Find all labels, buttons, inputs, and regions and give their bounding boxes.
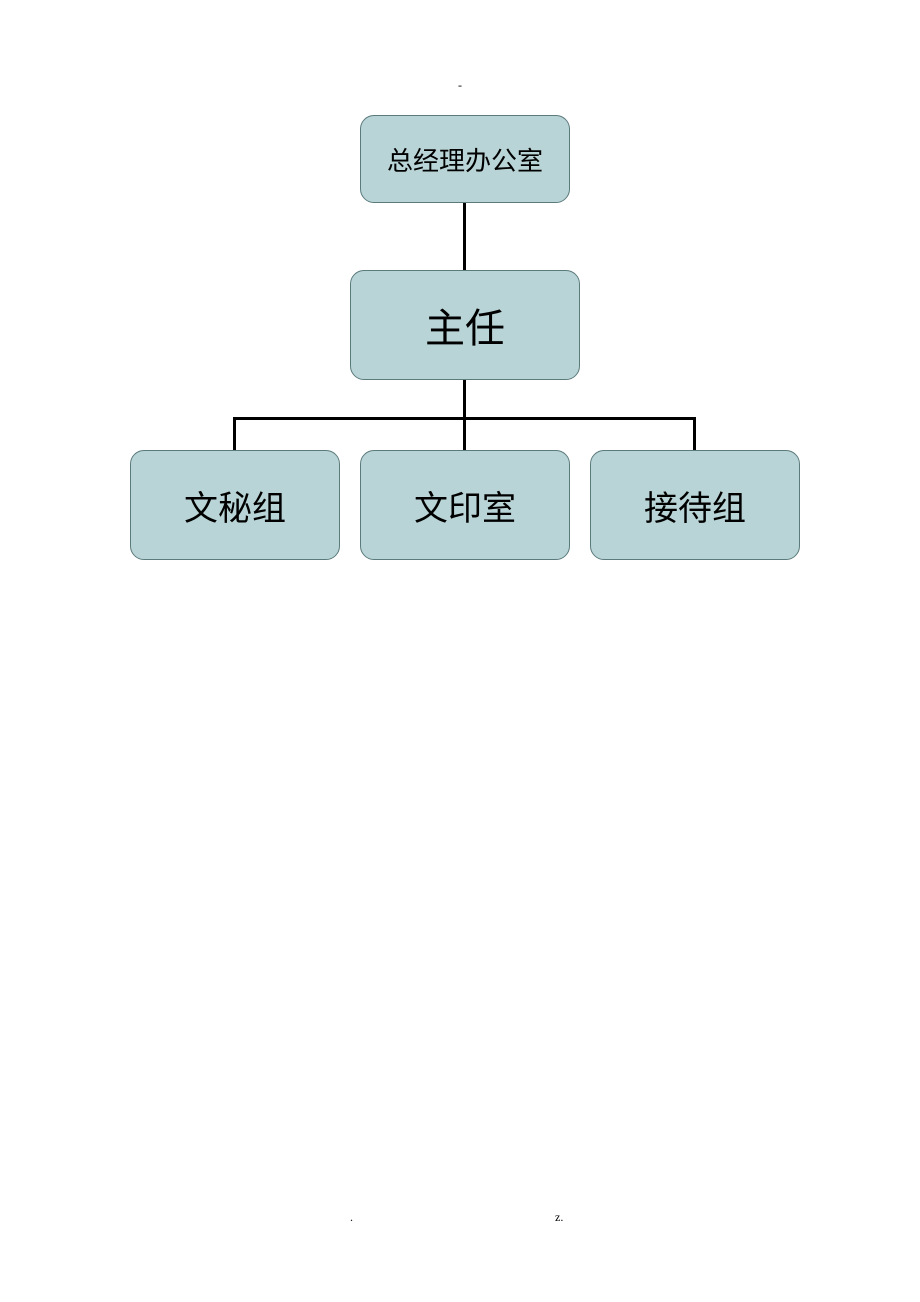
header-dash: -: [458, 78, 462, 93]
connector-to-printing: [463, 417, 466, 450]
node-director-label: 主任: [425, 296, 505, 354]
connector-to-reception: [693, 417, 696, 450]
footer-dot: .: [350, 1210, 353, 1225]
node-secretary-label: 文秘组: [184, 481, 286, 530]
node-printing: 文印室: [360, 450, 570, 560]
connector-root-director: [463, 203, 466, 270]
node-printing-label: 文印室: [414, 481, 516, 530]
connector-to-secretary: [233, 417, 236, 450]
node-root: 总经理办公室: [360, 115, 570, 203]
node-reception: 接待组: [590, 450, 800, 560]
node-director: 主任: [350, 270, 580, 380]
footer-z: z.: [555, 1210, 563, 1225]
node-secretary: 文秘组: [130, 450, 340, 560]
node-root-label: 总经理办公室: [387, 141, 543, 178]
connector-director-down: [463, 380, 466, 420]
node-reception-label: 接待组: [644, 481, 746, 530]
